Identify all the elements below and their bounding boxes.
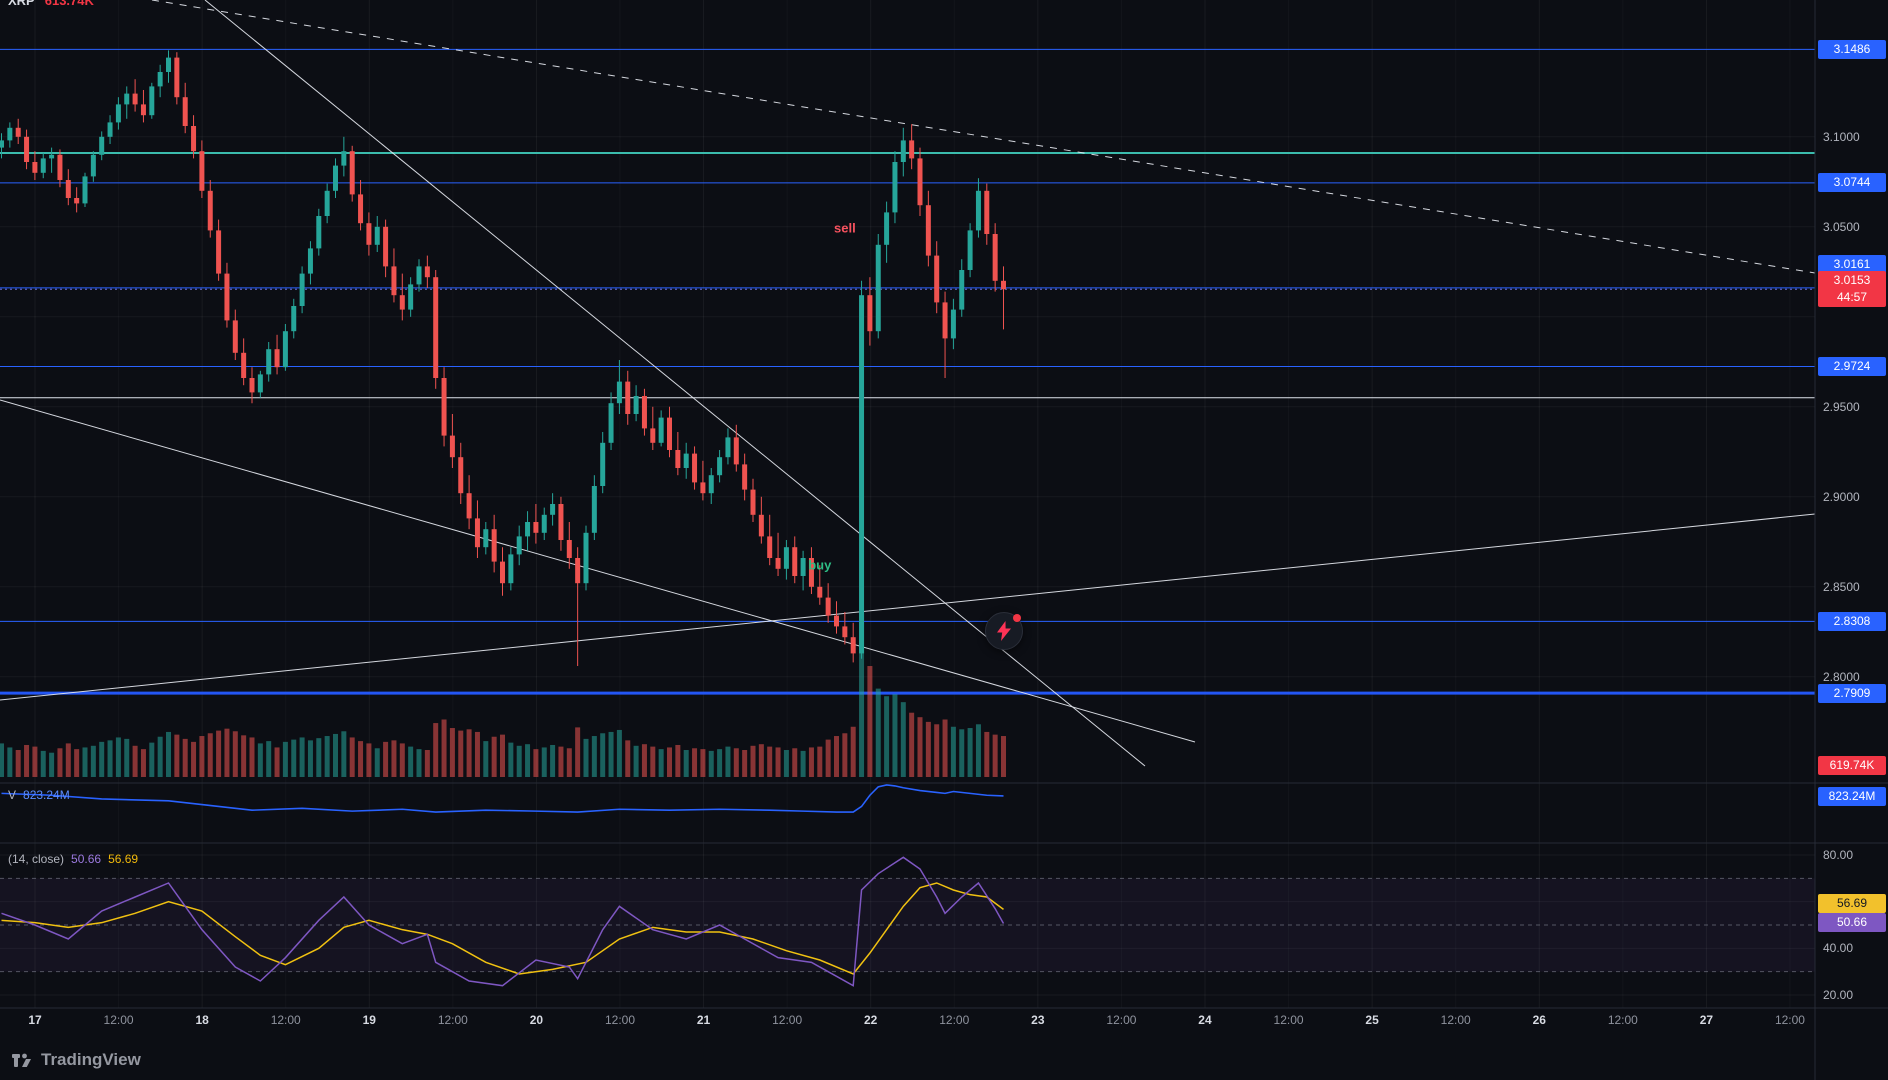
volume-indicator-value: 823.24M (23, 788, 70, 802)
symbol-legend[interactable]: XRP 613.74K (8, 0, 94, 8)
price-levels-layer[interactable] (0, 48, 1815, 695)
rsi-band-layer (0, 877, 1815, 973)
rsi-ma-value: 56.69 (108, 852, 139, 866)
grid-layer (0, 0, 1815, 1008)
tradingview-logo-text: TradingView (41, 1050, 141, 1069)
volume-bars-layer (0, 612, 1006, 777)
volume-line-layer (1, 784, 1004, 813)
candles-layer (0, 50, 1006, 666)
volume-indicator-name: V (8, 788, 17, 802)
symbol-name: XRP (8, 0, 35, 8)
rsi-value: 50.66 (71, 852, 102, 866)
lightning-icon (997, 621, 1011, 641)
tradingview-logo[interactable]: TradingView (12, 1050, 141, 1070)
volume-indicator-legend[interactable]: V 823.24M (8, 788, 70, 802)
quick-trade-button[interactable] (985, 612, 1023, 650)
buy-signal-label: buy (808, 557, 832, 573)
rsi-indicator-legend[interactable]: (14, close) 50.66 56.69 (8, 852, 138, 866)
tradingview-logo-icon (12, 1053, 31, 1067)
symbol-volume-value: 613.74K (44, 0, 94, 8)
sell-signal-label: sell (834, 220, 856, 236)
rsi-params: (14, close) (8, 852, 65, 866)
rsi-lines-layer (1, 856, 1005, 987)
notification-dot (1013, 614, 1021, 622)
trendlines-layer[interactable] (0, 0, 1816, 767)
